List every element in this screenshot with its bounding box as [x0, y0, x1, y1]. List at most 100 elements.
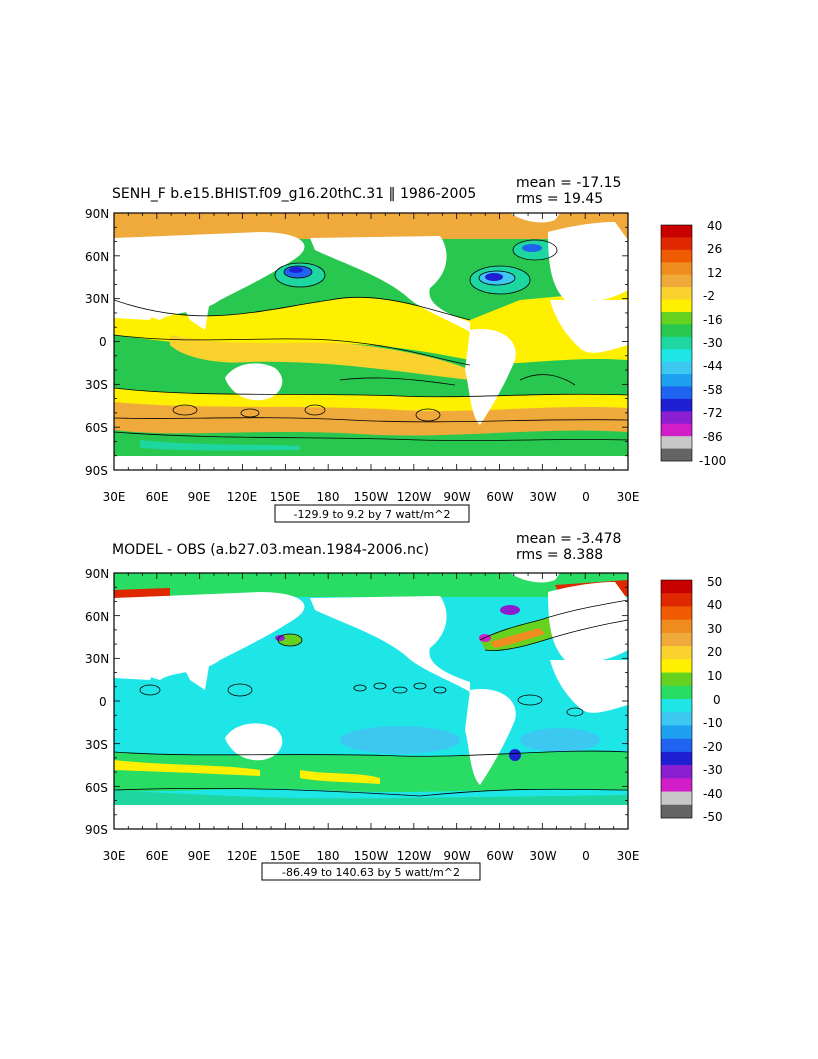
colorbar-swatch — [661, 398, 692, 412]
panel-1-colorbar-label: -16 — [703, 313, 723, 327]
panel-2-range-box — [261, 862, 481, 881]
colorbar-swatch — [661, 249, 692, 263]
colorbar-swatch — [661, 751, 692, 766]
panel-2-lon-label: 30E — [617, 849, 640, 863]
panel-1: SENH_F b.e15.BHIST.f09_g16.20thC.31 ‖ 19… — [85, 175, 726, 523]
panel-2-lat-label: 30N — [85, 652, 109, 666]
panel-2-southern-band — [114, 751, 628, 792]
colorbar-swatch — [661, 712, 692, 726]
panel-2-lon-label: 0 — [582, 849, 590, 863]
colorbar-frame — [660, 224, 693, 462]
panel-2-lat-label: 90N — [85, 567, 109, 581]
panel-2-lat-labels: 90N 60N 30N 0 30S 60S 90S — [85, 567, 109, 837]
panel-1-colorbar-label: 26 — [707, 242, 722, 256]
colorbar-swatch — [661, 580, 692, 594]
panel-1-colorbar-label: -30 — [703, 336, 723, 350]
panel-1-lon-label: 90E — [188, 490, 211, 504]
panel-1-colorbar-label: -72 — [703, 406, 723, 420]
panel-2-colorbar-label: 20 — [707, 645, 722, 659]
panel-2-lon-label: 120W — [397, 849, 432, 863]
colorbar-swatch — [661, 725, 692, 739]
panel-1-lon-label: 0 — [582, 490, 590, 504]
panel-2-lon-label: 30W — [529, 849, 556, 863]
panel-1-lon-label: 60W — [486, 490, 513, 504]
colorbar-swatch — [661, 791, 692, 806]
panel-2-lon-label: 60W — [486, 849, 513, 863]
panel-2-colorbar-label: 30 — [707, 622, 722, 636]
panel-2-range-label: -86.49 to 140.63 by 5 watt/m^2 — [282, 866, 460, 879]
colorbar-swatch — [661, 765, 692, 779]
panel-2-colorbar-label: -10 — [703, 716, 723, 730]
panel-1-contours — [114, 239, 628, 441]
colorbar-swatch — [661, 738, 692, 753]
panel-1-lon-label: 90W — [443, 490, 470, 504]
colorbar-swatch — [661, 672, 692, 687]
panel-2-colorbar-label: 10 — [707, 669, 722, 683]
panel-2-lon-label: 30E — [103, 849, 126, 863]
panel-1-colorbar-labels: 40 26 12 -2 -16 -30 -44 -58 -72 -86 -100 — [699, 219, 726, 468]
panel-2-ticks — [113, 572, 629, 830]
panel-1-colorbar-label: 40 — [707, 219, 722, 233]
colorbar-swatch — [661, 423, 692, 437]
panel-2-map — [114, 573, 628, 829]
panel-2-lat-label: 60N — [85, 610, 109, 624]
panel-1-lon-label: 30E — [617, 490, 640, 504]
colorbar-swatch — [661, 274, 692, 288]
panel-1-lat-label: 90S — [85, 464, 108, 478]
panel-2-colorbar-label: -50 — [703, 810, 723, 824]
panel-2-colorbar-labels: 50 40 30 20 10 0 -10 -20 -30 -40 -50 — [703, 575, 723, 824]
colorbar-swatch — [661, 311, 692, 325]
panel-1-map — [114, 213, 628, 470]
panel-1-lat-label: 60N — [85, 250, 109, 264]
panel-1-colorbar-label: 12 — [707, 266, 722, 280]
panel-2: MODEL - OBS (a.b27.03.mean.1984-2006.nc)… — [85, 531, 723, 881]
panel-1-lat-labels: 90N 60N 30N 0 30S 60S 90S — [85, 207, 109, 478]
colorbar-frame — [660, 579, 693, 819]
panel-1-colorbar-label: -58 — [703, 383, 723, 397]
panel-1-lon-label: 120E — [227, 490, 258, 504]
panel-2-rms: rms = 8.388 — [516, 547, 603, 563]
panel-2-lon-labels: 30E 60E 90E 120E 150E 180 150W 120W 90W … — [103, 849, 640, 863]
panel-1-lon-label: 180 — [317, 490, 340, 504]
panel-1-colorbar-label: -86 — [703, 430, 723, 444]
panel-2-colorbar-label: 50 — [707, 575, 722, 589]
panel-1-lon-label: 30W — [529, 490, 556, 504]
panel-2-colorbar — [660, 579, 693, 819]
panel-1-land — [114, 213, 628, 470]
panel-1-lat-label: 60S — [85, 421, 108, 435]
panel-1-lon-labels: 30E 60E 90E 120E 150E 180 150W 120W 90W … — [103, 490, 640, 504]
panel-1-lat-label: 30S — [85, 378, 108, 392]
panel-1-colorbar-label: -100 — [699, 454, 726, 468]
panel-2-lon-label: 90E — [188, 849, 211, 863]
panel-1-lon-label: 60E — [146, 490, 169, 504]
panel-1-colorbar-label: -2 — [703, 289, 715, 303]
colorbar-swatch — [661, 436, 692, 449]
colorbar-swatch — [661, 336, 692, 350]
panel-2-title: MODEL - OBS (a.b27.03.mean.1984-2006.nc) — [112, 542, 429, 558]
colorbar-swatch — [661, 804, 692, 819]
panel-2-colorbar-label: -40 — [703, 787, 723, 801]
panel-1-ticks — [113, 212, 629, 471]
panel-2-lon-label: 150W — [354, 849, 389, 863]
panel-1-colorbar-label: -44 — [703, 359, 723, 373]
panel-2-colorbar-label: -20 — [703, 740, 723, 754]
panel-2-lon-label: 60E — [146, 849, 169, 863]
colorbar-swatch — [661, 349, 692, 362]
colorbar-swatch — [661, 299, 692, 313]
panel-1-mean: mean = -17.15 — [516, 175, 621, 191]
colorbar-swatch — [661, 606, 692, 620]
panel-2-lat-label: 30S — [85, 738, 108, 752]
panel-2-colorbar-label: 40 — [707, 598, 722, 612]
panel-1-rms: rms = 19.45 — [516, 191, 603, 207]
colorbar-swatch — [661, 619, 692, 634]
panel-2-lon-label: 150E — [270, 849, 301, 863]
colorbar-swatch — [661, 361, 692, 375]
colorbar-swatch — [661, 699, 692, 713]
panel-1-colorbar — [660, 224, 693, 462]
colorbar-swatch — [661, 632, 692, 647]
panel-1-range-label: -129.9 to 9.2 by 7 watt/m^2 — [294, 508, 451, 521]
colorbar-swatch — [661, 411, 692, 425]
panel-1-range-box — [274, 504, 470, 523]
